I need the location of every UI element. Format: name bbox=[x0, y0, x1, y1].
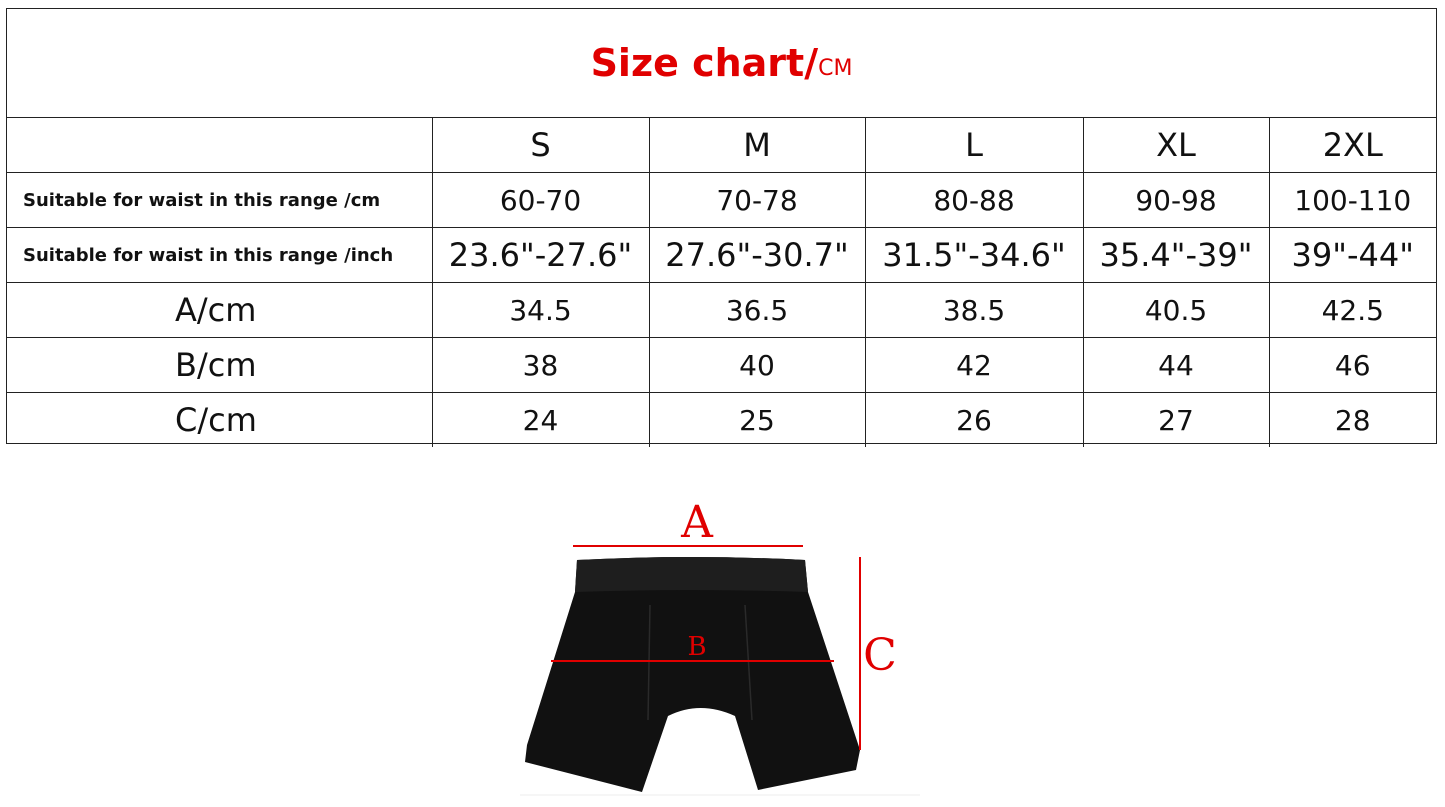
cell: 70-78 bbox=[648, 172, 866, 228]
boxer-shorts-image bbox=[520, 557, 920, 796]
label-c: C bbox=[863, 630, 897, 681]
cell: 46 bbox=[1268, 337, 1436, 393]
size-chart-table: Size chart/CM S M L XL 2XL Suitable for … bbox=[6, 8, 1437, 447]
row-label: Suitable for waist in this range /inch bbox=[7, 227, 433, 283]
cell: 35.4"-39" bbox=[1082, 227, 1270, 283]
cell: 36.5 bbox=[648, 282, 866, 338]
chart-title: Size chart/CM bbox=[7, 9, 1436, 118]
cell: 40.5 bbox=[1082, 282, 1270, 338]
label-b: B bbox=[687, 632, 706, 662]
row-label: Suitable for waist in this range /cm bbox=[7, 172, 433, 228]
cell: 90-98 bbox=[1082, 172, 1270, 228]
cell: 27 bbox=[1082, 392, 1270, 447]
size-header: L bbox=[864, 117, 1084, 173]
cell: 27.6"-30.7" bbox=[648, 227, 866, 283]
row-label: B/cm bbox=[7, 337, 433, 393]
table-row: C/cm 24 25 26 27 28 bbox=[7, 392, 1436, 447]
size-header: XL bbox=[1082, 117, 1270, 173]
cell: 23.6"-27.6" bbox=[431, 227, 650, 283]
title-text: Size chart/ bbox=[590, 41, 819, 85]
table-row: A/cm 34.5 36.5 38.5 40.5 42.5 bbox=[7, 282, 1436, 338]
size-header: M bbox=[648, 117, 866, 173]
cell: 28 bbox=[1268, 392, 1436, 447]
cell: 80-88 bbox=[864, 172, 1084, 228]
cell: 42.5 bbox=[1268, 282, 1436, 338]
cell: 100-110 bbox=[1268, 172, 1436, 228]
table-row: Suitable for waist in this range /inch 2… bbox=[7, 227, 1436, 283]
row-label: A/cm bbox=[7, 282, 433, 338]
cell: 39"-44" bbox=[1268, 227, 1436, 283]
cell: 24 bbox=[431, 392, 650, 447]
cell: 38 bbox=[431, 337, 650, 393]
cell: 34.5 bbox=[431, 282, 650, 338]
size-table: S M L XL 2XL Suitable for waist in this … bbox=[7, 117, 1436, 447]
table-row: Suitable for waist in this range /cm 60-… bbox=[7, 172, 1436, 228]
title-unit: CM bbox=[818, 55, 853, 81]
cell: 44 bbox=[1082, 337, 1270, 393]
table-row: B/cm 38 40 42 44 46 bbox=[7, 337, 1436, 393]
cell: 60-70 bbox=[431, 172, 650, 228]
label-a: A bbox=[680, 497, 714, 548]
cell: 42 bbox=[864, 337, 1084, 393]
cell: 38.5 bbox=[864, 282, 1084, 338]
cell: 25 bbox=[648, 392, 866, 447]
cell: 26 bbox=[864, 392, 1084, 447]
row-label: C/cm bbox=[7, 392, 433, 447]
corner-cell bbox=[7, 117, 433, 173]
